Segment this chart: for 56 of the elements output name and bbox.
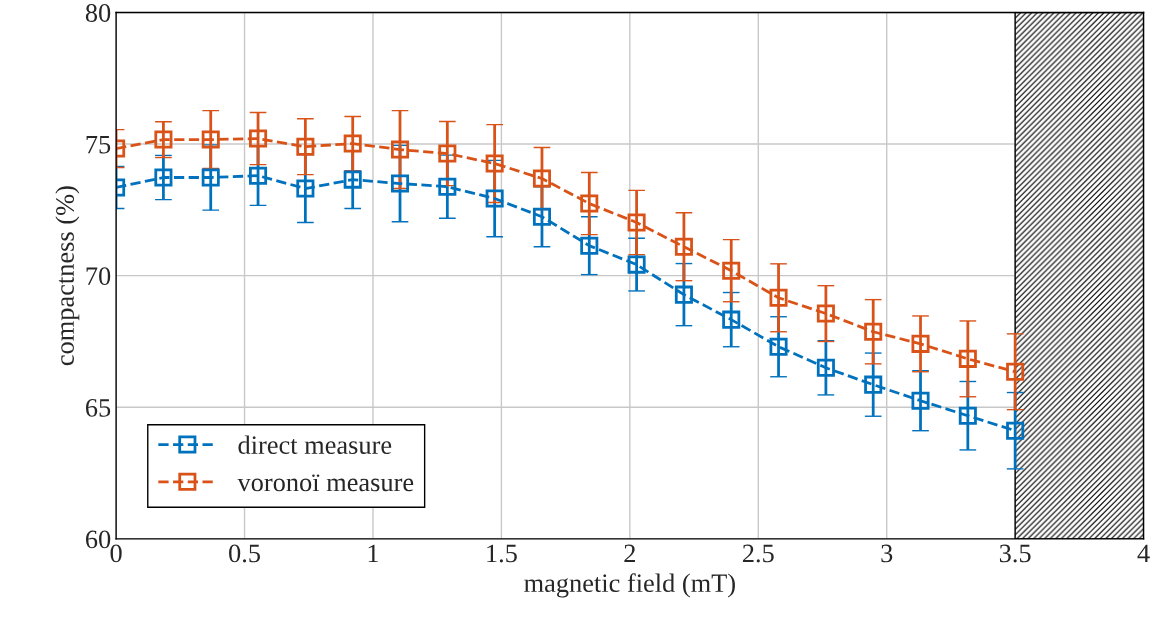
x-tick-label: 2.5 [742,544,774,563]
point [201,130,220,149]
point [627,255,646,274]
point [864,322,883,341]
point [390,140,410,159]
point [958,349,977,368]
x-tick-label: 1.5 [487,544,517,563]
point [1006,362,1025,381]
point [580,194,599,213]
y-tick-label: 80 [85,4,111,22]
point [722,310,741,329]
point [532,207,551,226]
point [911,334,930,353]
x-tick-label: 0 [110,544,122,563]
point [769,288,788,307]
point [532,169,551,188]
point [296,137,315,156]
x-tick-label: 4 [1137,544,1150,563]
y-axis-title: compactness (%) [55,186,80,366]
point [485,189,504,208]
point [296,179,315,198]
x-tick-label: 2 [624,544,635,563]
point [343,170,362,189]
point [249,166,268,185]
point [769,337,788,356]
y-tick-label: 60 [85,530,111,549]
y-tick-label: 65 [85,398,111,417]
x-tick-label: 3.5 [999,544,1031,563]
point [249,129,268,148]
point [154,130,173,149]
point [864,375,883,394]
point [627,213,646,232]
point [722,261,741,280]
x-tick-label: 1 [368,544,378,563]
point [580,236,599,255]
x-axis-title: magnetic field (mT) [524,573,735,598]
legend-label: direct measure [238,435,392,455]
point [816,304,835,323]
point [958,406,977,425]
point [674,285,693,304]
point [438,177,457,196]
y-tick-label: 75 [86,135,111,154]
point [390,174,410,193]
point [438,144,457,163]
point [1006,421,1025,440]
point [154,168,173,187]
point [816,358,835,377]
point [343,134,362,153]
point [911,391,930,410]
y-tick-label: 70 [86,267,111,286]
legend-label: voronoï measure [237,474,414,492]
point [201,168,220,187]
x-tick-label: 0.5 [229,544,260,563]
x-tick-label: 3 [881,544,893,563]
point [674,237,693,256]
point [485,154,504,173]
